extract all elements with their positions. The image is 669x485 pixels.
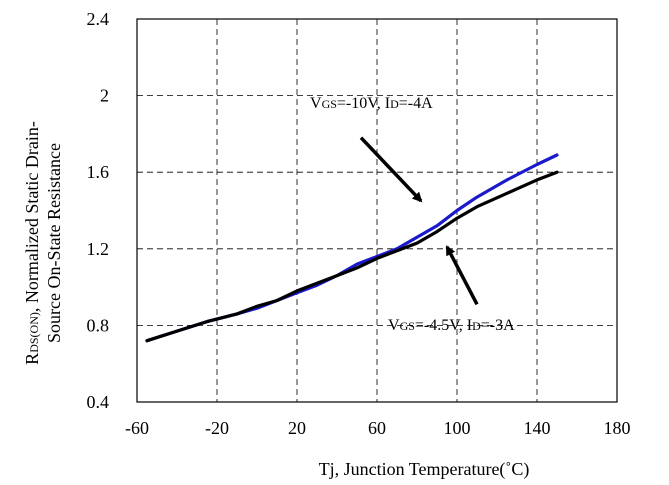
y-tick-labels: 0.4 0.8 1.2 1.6 2 2.4 [87, 9, 110, 412]
svg-text:VGS=-10V, ID=-4A: VGS=-10V, ID=-4A [310, 95, 433, 112]
x-tick-label: 20 [288, 418, 306, 438]
annotation-vgs-4-5v: VGS=-4.5V, ID=-3A [388, 245, 515, 334]
y-tick-label: 0.8 [87, 315, 110, 335]
series-line-2 [145, 170, 559, 343]
x-tick-label: -60 [125, 418, 149, 438]
y-axis-label-r: R [22, 353, 42, 365]
y-axis-label-sub: DS(ON) [27, 312, 41, 353]
grid [137, 19, 617, 402]
x-axis-label: Tj, Junction Temperature(˚C) [319, 459, 530, 480]
series-group [145, 153, 559, 343]
y-tick-label: 0.4 [87, 392, 110, 412]
arrow-vgs-10v [359, 136, 423, 203]
svg-text:RDS(ON), Normalized Static Dra: RDS(ON), Normalized Static Drain- [22, 121, 42, 365]
x-tick-label: 140 [524, 418, 551, 438]
x-tick-label: 60 [368, 418, 386, 438]
y-axis-label-rest: , Normalized Static Drain- [22, 121, 42, 312]
plot-frame [136, 18, 618, 403]
arrow-vgs-4-5v [445, 245, 479, 306]
y-axis-label-line2: Source On-State Resistance [44, 143, 64, 343]
y-tick-label: 2 [100, 86, 109, 106]
svg-text:VGS=-4.5V, ID=-3A: VGS=-4.5V, ID=-3A [388, 317, 515, 334]
y-tick-label: 1.6 [87, 162, 110, 182]
x-tick-label: 100 [444, 418, 471, 438]
annotation-vgs-10v: VGS=-10V, ID=-4A [310, 95, 433, 203]
x-tick-label: -20 [205, 418, 229, 438]
x-tick-labels: -60 -20 20 60 100 140 180 [125, 418, 631, 438]
series-line-1 [145, 153, 559, 343]
x-tick-label: 180 [604, 418, 631, 438]
y-tick-label: 2.4 [87, 9, 110, 29]
y-tick-label: 1.2 [87, 239, 110, 259]
y-axis-label: RDS(ON), Normalized Static Drain- Source… [22, 121, 64, 365]
